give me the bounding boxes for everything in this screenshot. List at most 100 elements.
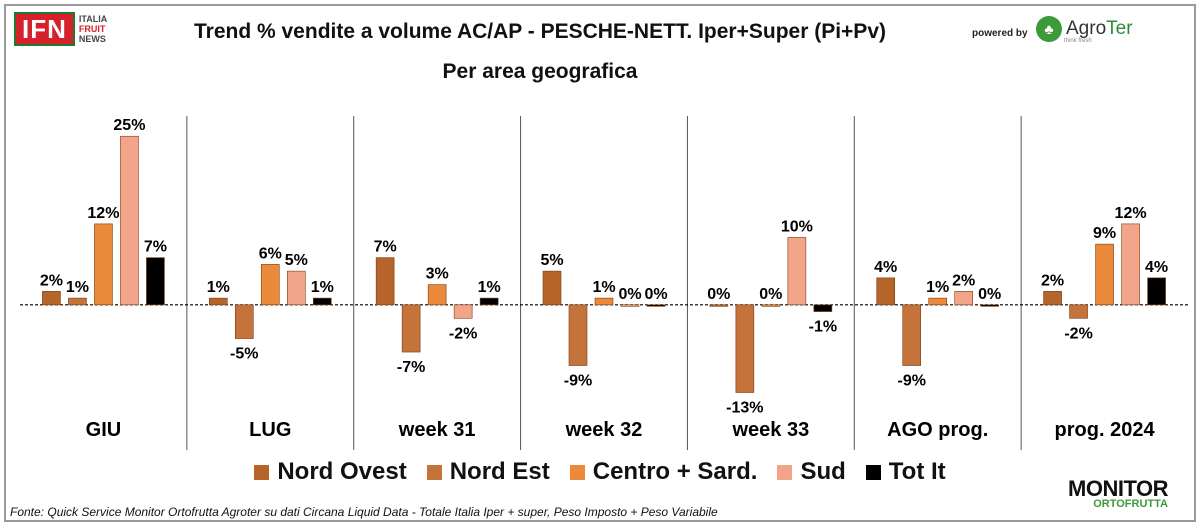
- data-label: 1%: [478, 279, 501, 296]
- data-label: 7%: [144, 239, 167, 256]
- data-label: 2%: [40, 272, 63, 289]
- category-label: week 33: [731, 419, 809, 441]
- bar-sud-3: [620, 304, 640, 307]
- data-label: 0%: [618, 286, 641, 303]
- ifn-logo-line2: FRUIT: [78, 24, 106, 34]
- agroter-name: AgroTer: [1066, 18, 1133, 40]
- bar-tot-it-4: [813, 304, 833, 312]
- bar-tot-it-3: [646, 304, 666, 307]
- data-label: 3%: [426, 266, 449, 283]
- agroter-name-a: Agro: [1066, 18, 1107, 39]
- source-note: Fonte: Quick Service Monitor Ortofrutta …: [10, 505, 718, 519]
- data-label: -5%: [230, 346, 258, 363]
- bar-tot-it-6: [1147, 277, 1166, 306]
- legend-swatch: [865, 464, 881, 480]
- bar-sud-2: [453, 304, 473, 319]
- data-label: 6%: [259, 245, 282, 262]
- bar-nord-est-3: [568, 304, 588, 366]
- bar-centro-sard--4: [761, 304, 781, 307]
- legend-item: Nord Ovest: [254, 458, 407, 486]
- bar-nord-est-0: [68, 297, 87, 306]
- bar-nord-ovest-4: [709, 304, 729, 307]
- monitor-logo-line2: ORTOFRUTTA: [1093, 498, 1168, 510]
- bar-nord-est-1: [234, 304, 254, 339]
- data-label: 0%: [644, 286, 667, 303]
- category-label: GIU: [86, 419, 122, 441]
- legend-label: Centro + Sard.: [592, 458, 758, 485]
- ifn-logo-line1: ITALIA: [78, 14, 108, 24]
- data-label: 0%: [759, 286, 782, 303]
- bar-tot-it-1: [312, 297, 332, 306]
- data-label: 4%: [1145, 259, 1168, 276]
- data-label: 10%: [781, 218, 813, 235]
- legend-label: Nord Ovest: [277, 458, 407, 485]
- bar-nord-ovest-3: [542, 270, 562, 306]
- data-label: 12%: [1115, 205, 1147, 222]
- data-label: -2%: [1064, 325, 1092, 342]
- monitor-logo-line1: MONITOR: [1068, 476, 1168, 501]
- bar-centro-sard--6: [1095, 243, 1114, 306]
- legend-item: Centro + Sard.: [569, 458, 758, 486]
- category-label: prog. 2024: [1055, 419, 1156, 441]
- legend-label: Tot It: [888, 458, 946, 485]
- ifn-logo-line3: NEWS: [78, 34, 106, 44]
- data-label: 12%: [87, 205, 119, 222]
- legend-label: Nord Est: [449, 458, 550, 485]
- bar-nord-ovest-0: [42, 291, 61, 306]
- data-label: 2%: [1041, 272, 1064, 289]
- data-label: 0%: [707, 286, 730, 303]
- bar-tot-it-0: [146, 257, 165, 306]
- bar-nord-ovest-6: [1043, 291, 1062, 306]
- bar-tot-it-5: [980, 304, 1000, 307]
- legend-item: Sud: [777, 458, 846, 486]
- chart-legend: Nord Ovest Nord Est Centro + Sard. Sud Tot I…: [0, 458, 1200, 486]
- data-label: -9%: [897, 373, 925, 390]
- data-label: 1%: [311, 279, 334, 296]
- data-label: 1%: [66, 279, 89, 296]
- agroter-tagline: think fresh: [1064, 38, 1092, 44]
- bar-nord-est-2: [401, 304, 421, 353]
- bar-sud-4: [787, 237, 807, 306]
- agroter-logo: ♣ AgroTer: [1036, 16, 1133, 42]
- bar-sud-0: [120, 135, 139, 306]
- bar-sud-5: [954, 291, 974, 306]
- agroter-name-b: Ter: [1106, 18, 1133, 39]
- data-label: -13%: [726, 400, 763, 417]
- legend-item: Tot It: [865, 458, 946, 486]
- ifn-logo-text: ITALIA FRUIT NEWS: [79, 14, 107, 44]
- chart-subtitle: Per area geografica: [442, 60, 638, 83]
- category-label: week 32: [565, 419, 643, 441]
- data-label: 5%: [285, 252, 308, 269]
- legend-swatch: [254, 464, 270, 480]
- category-label: AGO prog.: [887, 419, 988, 441]
- data-label: 4%: [874, 259, 897, 276]
- legend-item: Nord Est: [426, 458, 550, 486]
- bar-nord-est-5: [902, 304, 922, 366]
- data-label: 9%: [1093, 225, 1116, 242]
- data-label: 7%: [374, 239, 397, 256]
- bar-nord-ovest-2: [375, 257, 395, 306]
- data-label: 0%: [978, 286, 1001, 303]
- bar-centro-sard--0: [94, 223, 113, 306]
- powered-by-label: powered by: [972, 28, 1028, 39]
- bar-tot-it-2: [479, 297, 499, 306]
- data-label: 5%: [540, 252, 563, 269]
- bar-nord-ovest-5: [876, 277, 896, 306]
- tree-icon: ♣: [1036, 16, 1062, 42]
- legend-swatch: [569, 464, 585, 480]
- bar-centro-sard--3: [594, 297, 614, 306]
- data-label: -9%: [564, 373, 592, 390]
- data-label: 1%: [207, 279, 230, 296]
- ifn-logo: IFN ITALIA FRUIT NEWS: [14, 12, 107, 46]
- data-label: 25%: [113, 117, 145, 134]
- category-label: week 31: [398, 419, 476, 441]
- bar-centro-sard--1: [260, 264, 280, 306]
- data-label: -2%: [449, 325, 477, 342]
- bar-centro-sard--5: [928, 297, 948, 306]
- data-label: 1%: [592, 279, 615, 296]
- bar-nord-est-4: [735, 304, 755, 393]
- data-label: -1%: [809, 319, 837, 336]
- data-label: -7%: [397, 359, 425, 376]
- legend-swatch: [777, 464, 793, 480]
